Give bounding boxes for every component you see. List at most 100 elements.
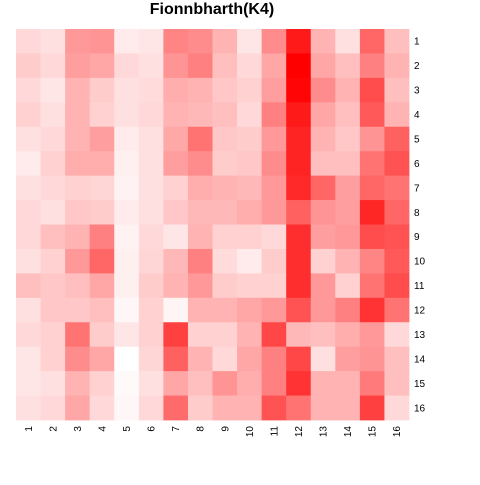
- heatmap-cell: [16, 151, 41, 177]
- heatmap-cell: [114, 29, 140, 54]
- heatmap-cell: [89, 151, 115, 177]
- heatmap-cell: [89, 322, 115, 348]
- heatmap-cell: [16, 273, 41, 299]
- heatmap-cell: [335, 346, 361, 372]
- heatmap-cell: [138, 102, 164, 128]
- heatmap-cell: [261, 371, 287, 396]
- heatmap-cell: [261, 395, 287, 421]
- column-tick-label: 10: [245, 426, 256, 438]
- heatmap-cell: [212, 273, 238, 299]
- heatmap-cell: [384, 102, 410, 128]
- heatmap-cell: [16, 77, 41, 103]
- heatmap-cell: [359, 102, 385, 128]
- heatmap-cell: [89, 224, 115, 250]
- heatmap-cell: [187, 224, 213, 250]
- heatmap-cell: [384, 395, 410, 421]
- row-tick-label: 3: [414, 86, 420, 97]
- heatmap-cell: [286, 273, 312, 299]
- heatmap-cell: [187, 297, 213, 323]
- column-tick-label: 1: [24, 426, 35, 432]
- heatmap-cell: [40, 273, 66, 299]
- heatmap-cell: [40, 322, 66, 348]
- heatmap-cell: [138, 175, 164, 201]
- heatmap-cell: [237, 297, 263, 323]
- heatmap-cell: [359, 346, 385, 372]
- heatmap-cell: [286, 53, 312, 79]
- heatmap-cell: [335, 273, 361, 299]
- heatmap-cell: [187, 126, 213, 152]
- heatmap-cell: [114, 151, 140, 177]
- heatmap-cell: [138, 53, 164, 79]
- heatmap-cell: [163, 224, 189, 250]
- column-tick-label: 14: [343, 426, 354, 438]
- heatmap-cell: [359, 297, 385, 323]
- heatmap-cell: [114, 371, 140, 396]
- column-tick-label: 8: [196, 426, 207, 432]
- heatmap-cell: [261, 322, 287, 348]
- heatmap-cell: [237, 29, 263, 54]
- heatmap-cell: [310, 322, 336, 348]
- row-tick-label: 16: [414, 403, 426, 414]
- heatmap-cell: [163, 273, 189, 299]
- heatmap-cell: [40, 53, 66, 79]
- column-tick-label: 15: [368, 426, 379, 438]
- heatmap-cell: [114, 77, 140, 103]
- column-tick-label: 6: [147, 426, 158, 432]
- row-tick-label: 9: [414, 232, 420, 243]
- heatmap-cell: [384, 126, 410, 152]
- heatmap-cell: [40, 175, 66, 201]
- heatmap-cell: [16, 200, 41, 225]
- heatmap-cell: [89, 175, 115, 201]
- heatmap-cell: [114, 248, 140, 274]
- heatmap-cell: [310, 151, 336, 177]
- heatmap-cell: [384, 151, 410, 177]
- heatmap-cell: [212, 102, 238, 128]
- heatmap-cell: [89, 29, 115, 54]
- heatmap-cell: [187, 322, 213, 348]
- row-tick-label: 13: [414, 330, 426, 341]
- heatmap-cell: [384, 175, 410, 201]
- heatmap-cell: [237, 53, 263, 79]
- heatmap-cell: [163, 200, 189, 225]
- heatmap-cell: [65, 371, 91, 396]
- heatmap-cell: [40, 126, 66, 152]
- heatmap-cell: [89, 297, 115, 323]
- heatmap-cell: [261, 200, 287, 225]
- heatmap-cell: [163, 126, 189, 152]
- row-tick-label: 10: [414, 257, 426, 268]
- column-tick-label: 4: [97, 426, 108, 432]
- heatmap-cell: [187, 175, 213, 201]
- heatmap-cell: [40, 29, 66, 54]
- heatmap-cell: [286, 346, 312, 372]
- heatmap-cell: [310, 297, 336, 323]
- heatmap-cell: [163, 322, 189, 348]
- heatmap-cell: [212, 224, 238, 250]
- heatmap-cell: [212, 200, 238, 225]
- row-tick-label: 1: [414, 37, 420, 48]
- heatmap-cell: [187, 248, 213, 274]
- heatmap-cell: [335, 102, 361, 128]
- heatmap-cell: [237, 395, 263, 421]
- heatmap-cell: [237, 151, 263, 177]
- heatmap-cell: [261, 273, 287, 299]
- heatmap-cell: [114, 395, 140, 421]
- heatmap-cell: [187, 371, 213, 396]
- heatmap-cell: [359, 322, 385, 348]
- heatmap-cell: [65, 29, 91, 54]
- heatmap-cell: [138, 322, 164, 348]
- heatmap-cell: [16, 346, 41, 372]
- heatmap-cell: [310, 77, 336, 103]
- heatmap-cell: [187, 77, 213, 103]
- heatmap-cell: [384, 248, 410, 274]
- heatmap-cell: [16, 175, 41, 201]
- heatmap-cell: [65, 175, 91, 201]
- heatmap-cell: [261, 346, 287, 372]
- heatmap-cell: [335, 77, 361, 103]
- heatmap-cell: [187, 53, 213, 79]
- heatmap-cell: [138, 371, 164, 396]
- heatmap-cell: [212, 395, 238, 421]
- heatmap-cell: [384, 371, 410, 396]
- heatmap-cell: [65, 126, 91, 152]
